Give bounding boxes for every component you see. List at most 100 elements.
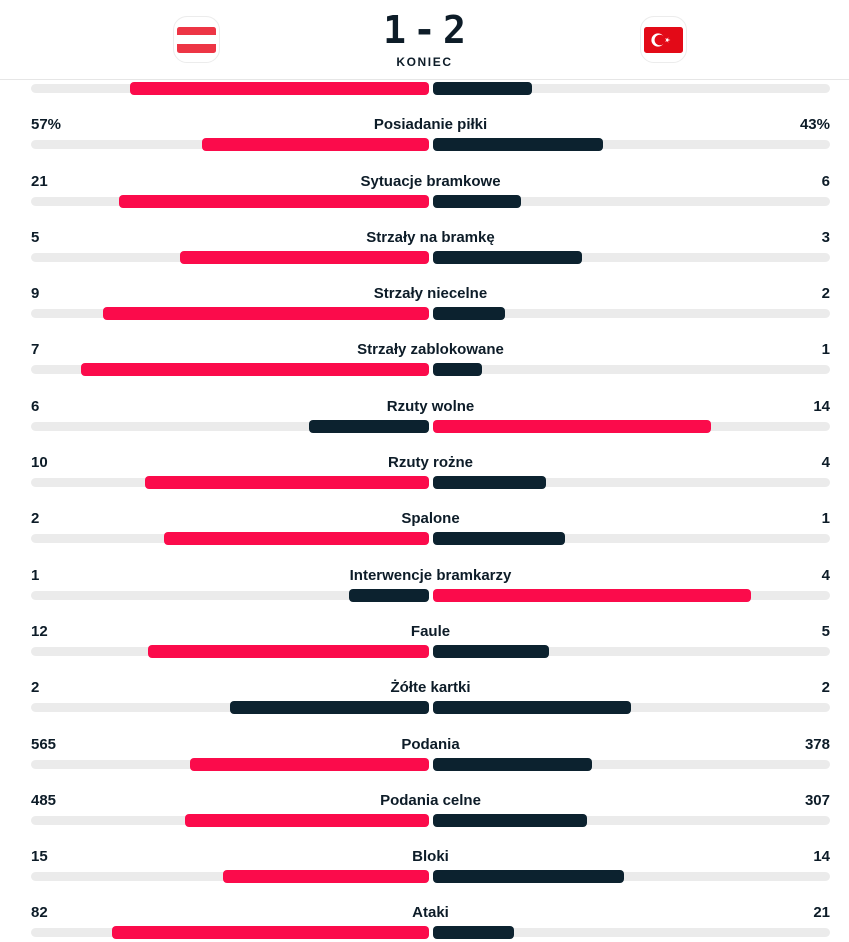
- stat-label-line: 7 Strzały zablokowane 1: [31, 342, 830, 357]
- stat-away-value: 4: [821, 454, 830, 472]
- home-bar-half: [31, 419, 429, 433]
- away-bar-half: [432, 138, 830, 152]
- stats-list[interactable]: 57% Posiadanie piłki 43% 21 Sytuacje bra…: [0, 80, 849, 940]
- stat-row: 2 Spalone 1: [31, 511, 830, 546]
- home-bar-half: [31, 138, 429, 152]
- stat-home-value: 12: [31, 622, 48, 640]
- stat-label: Żółte kartki: [390, 679, 471, 697]
- stat-away-value: 21: [813, 904, 830, 922]
- stat-label-line: 82 Ataki 21: [31, 905, 830, 920]
- stat-bar: [31, 701, 830, 715]
- stat-bar: [31, 307, 830, 321]
- stat-label: Bloki: [412, 848, 449, 866]
- stat-bar: [31, 250, 830, 264]
- stat-away-value: 4: [821, 566, 830, 584]
- stat-row: 12 Faule 5: [31, 624, 830, 658]
- austria-flag-red-stripe: [177, 26, 216, 36]
- away-bar-fill: [432, 532, 565, 546]
- home-bar-half: [31, 307, 429, 321]
- away-bar-fill: [432, 757, 592, 771]
- stat-row: 82 Ataki 21: [31, 905, 830, 940]
- austria-flag-white-stripe: [177, 35, 216, 44]
- home-bar-fill: [349, 588, 429, 602]
- away-bar-track: [432, 646, 830, 656]
- stat-label-line: 15 Bloki 14: [31, 849, 830, 864]
- home-bar-fill: [112, 926, 429, 940]
- away-bar-track: [432, 252, 830, 262]
- away-bar-fill: [432, 644, 550, 658]
- home-bar-half: [31, 476, 429, 490]
- stat-bar: [31, 813, 830, 827]
- away-bar-track: [432, 84, 830, 93]
- away-bar-track: [432, 140, 830, 150]
- stat-away-value: 1: [821, 341, 830, 359]
- score-separator: -: [413, 7, 436, 52]
- home-bar-half: [31, 701, 429, 715]
- home-score: 1: [383, 7, 407, 52]
- away-bar-track: [432, 309, 830, 319]
- stat-bar: [31, 476, 830, 490]
- away-bar-half: [432, 644, 830, 658]
- away-bar-half: [432, 813, 830, 827]
- stat-row: 565 Podania 378: [31, 737, 830, 771]
- home-bar-half: [31, 644, 429, 658]
- stat-row: [31, 82, 830, 95]
- away-bar-half: [432, 194, 830, 208]
- stat-home-value: 2: [31, 679, 40, 697]
- away-bar-half: [432, 701, 830, 715]
- home-bar-fill: [80, 363, 429, 377]
- away-bar-track: [432, 534, 830, 544]
- stat-label-line: 565 Podania 378: [31, 737, 830, 752]
- stat-label-line: 2 Spalone 1: [31, 511, 830, 526]
- stat-bar: [31, 82, 830, 95]
- away-bar-half: [432, 476, 830, 490]
- stat-label: Podania: [401, 735, 460, 753]
- stat-row: 5 Strzały na bramkę 3: [31, 230, 830, 264]
- home-bar-half: [31, 813, 429, 827]
- stat-home-value: 6: [31, 397, 40, 415]
- away-bar-fill: [432, 419, 711, 433]
- match-score-block: 1 - 2 KONIEC: [383, 11, 466, 69]
- home-bar-fill: [222, 870, 429, 884]
- away-score: 2: [442, 7, 466, 52]
- stat-away-value: 1: [821, 510, 830, 528]
- stat-bar: [31, 757, 830, 771]
- home-bar-half: [31, 363, 429, 377]
- home-bar-track: [31, 421, 429, 431]
- stat-label-line: 9 Strzały niecelne 2: [31, 286, 830, 301]
- stat-bar: [31, 363, 830, 377]
- away-bar-fill: [432, 82, 532, 95]
- stat-label: Strzały niecelne: [373, 285, 488, 303]
- stat-row: 21 Sytuacje bramkowe 6: [31, 174, 830, 208]
- stat-label: Strzały na bramkę: [366, 228, 495, 246]
- stat-label-line: 10 Rzuty rożne 4: [31, 455, 830, 470]
- stat-away-value: 2: [821, 285, 830, 303]
- stat-bar: [31, 419, 830, 433]
- stat-label-line: 12 Faule 5: [31, 624, 830, 639]
- home-bar-fill: [119, 194, 429, 208]
- stat-row: 1 Interwencje bramkarzy 4: [31, 568, 830, 602]
- away-bar-half: [432, 870, 830, 884]
- away-bar-fill: [432, 363, 483, 377]
- stat-away-value: 14: [813, 397, 830, 415]
- away-bar-half: [432, 532, 830, 546]
- stat-home-value: 2: [31, 510, 40, 528]
- home-bar-fill: [229, 701, 429, 715]
- away-bar-fill: [432, 250, 582, 264]
- stat-home-value: 9: [31, 285, 40, 303]
- away-bar-half: [432, 307, 830, 321]
- home-bar-half: [31, 82, 429, 95]
- home-bar-fill: [190, 757, 429, 771]
- stat-label-line: 485 Podania celne 307: [31, 793, 830, 808]
- stat-row: 2 Żółte kartki 2: [31, 679, 830, 715]
- home-bar-fill: [185, 813, 429, 827]
- stat-bar: [31, 138, 830, 152]
- stat-bar: [31, 588, 830, 602]
- home-team-flag-card: [173, 16, 220, 63]
- austria-flag-red-stripe: [177, 43, 216, 53]
- away-bar-half: [432, 926, 830, 940]
- stat-row: 10 Rzuty rożne 4: [31, 455, 830, 490]
- stat-home-value: 57%: [31, 116, 62, 134]
- stat-bar: [31, 644, 830, 658]
